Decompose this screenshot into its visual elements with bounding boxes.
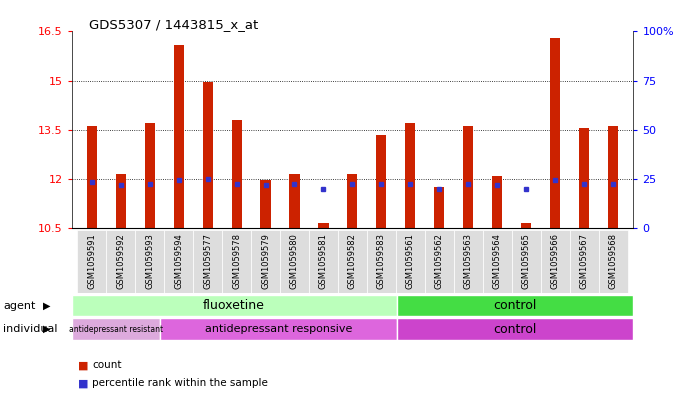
Text: GSM1059592: GSM1059592 (116, 233, 125, 289)
Text: GDS5307 / 1443815_x_at: GDS5307 / 1443815_x_at (89, 18, 258, 31)
Bar (338, 230, 367, 293)
Bar (72, 318, 160, 340)
Bar (232, 120, 242, 228)
Text: GSM1059578: GSM1059578 (232, 233, 241, 289)
Text: fluoxetine: fluoxetine (203, 299, 265, 312)
Bar (397, 318, 633, 340)
Text: GSM1059580: GSM1059580 (290, 233, 299, 289)
Bar (86, 127, 97, 228)
Bar (144, 123, 155, 228)
Bar (454, 230, 483, 293)
Bar (599, 230, 627, 293)
Bar (367, 230, 396, 293)
Text: agent: agent (3, 301, 36, 310)
Text: count: count (92, 360, 121, 371)
Text: control: control (493, 299, 537, 312)
Text: antidepressant responsive: antidepressant responsive (205, 324, 352, 334)
Bar (377, 135, 386, 228)
Text: GSM1059563: GSM1059563 (464, 233, 473, 289)
Bar (492, 176, 503, 228)
Bar (289, 174, 300, 228)
Bar (608, 127, 618, 228)
Bar (569, 230, 599, 293)
Bar (483, 230, 511, 293)
Bar (72, 295, 397, 316)
Bar (434, 187, 445, 228)
Bar (260, 180, 270, 228)
Bar (579, 128, 589, 228)
Text: ■: ■ (78, 378, 89, 388)
Text: GSM1059591: GSM1059591 (87, 233, 96, 289)
Text: ▶: ▶ (42, 301, 50, 310)
Bar (251, 230, 280, 293)
Text: GSM1059565: GSM1059565 (522, 233, 530, 289)
Text: GSM1059593: GSM1059593 (145, 233, 154, 289)
Bar (160, 318, 397, 340)
Text: GSM1059566: GSM1059566 (551, 233, 560, 289)
Bar (319, 223, 328, 228)
Bar (521, 223, 531, 228)
Text: GSM1059583: GSM1059583 (377, 233, 386, 289)
Bar (463, 127, 473, 228)
Bar (116, 174, 126, 228)
Text: GSM1059582: GSM1059582 (348, 233, 357, 289)
Text: GSM1059567: GSM1059567 (580, 233, 588, 289)
Text: ▶: ▶ (42, 324, 50, 334)
Text: ■: ■ (78, 360, 89, 371)
Text: control: control (493, 323, 537, 336)
Bar (425, 230, 454, 293)
Text: percentile rank within the sample: percentile rank within the sample (92, 378, 268, 388)
Bar (541, 230, 569, 293)
Bar (511, 230, 541, 293)
Bar (106, 230, 136, 293)
Text: GSM1059577: GSM1059577 (203, 233, 212, 289)
Text: GSM1059579: GSM1059579 (261, 233, 270, 289)
Text: individual: individual (3, 324, 58, 334)
Bar (347, 174, 358, 228)
Bar (309, 230, 338, 293)
Bar (164, 230, 193, 293)
Bar (78, 230, 106, 293)
Bar (193, 230, 222, 293)
Bar (202, 82, 212, 228)
Bar (397, 295, 633, 316)
Bar (396, 230, 425, 293)
Bar (222, 230, 251, 293)
Text: GSM1059568: GSM1059568 (609, 233, 618, 289)
Text: GSM1059561: GSM1059561 (406, 233, 415, 289)
Bar (174, 44, 184, 228)
Bar (405, 123, 415, 228)
Text: GSM1059594: GSM1059594 (174, 233, 183, 289)
Bar (136, 230, 164, 293)
Text: GSM1059581: GSM1059581 (319, 233, 328, 289)
Text: GSM1059562: GSM1059562 (434, 233, 444, 289)
Bar (550, 38, 560, 228)
Text: antidepressant resistant: antidepressant resistant (69, 325, 163, 334)
Bar (280, 230, 309, 293)
Text: GSM1059564: GSM1059564 (493, 233, 502, 289)
